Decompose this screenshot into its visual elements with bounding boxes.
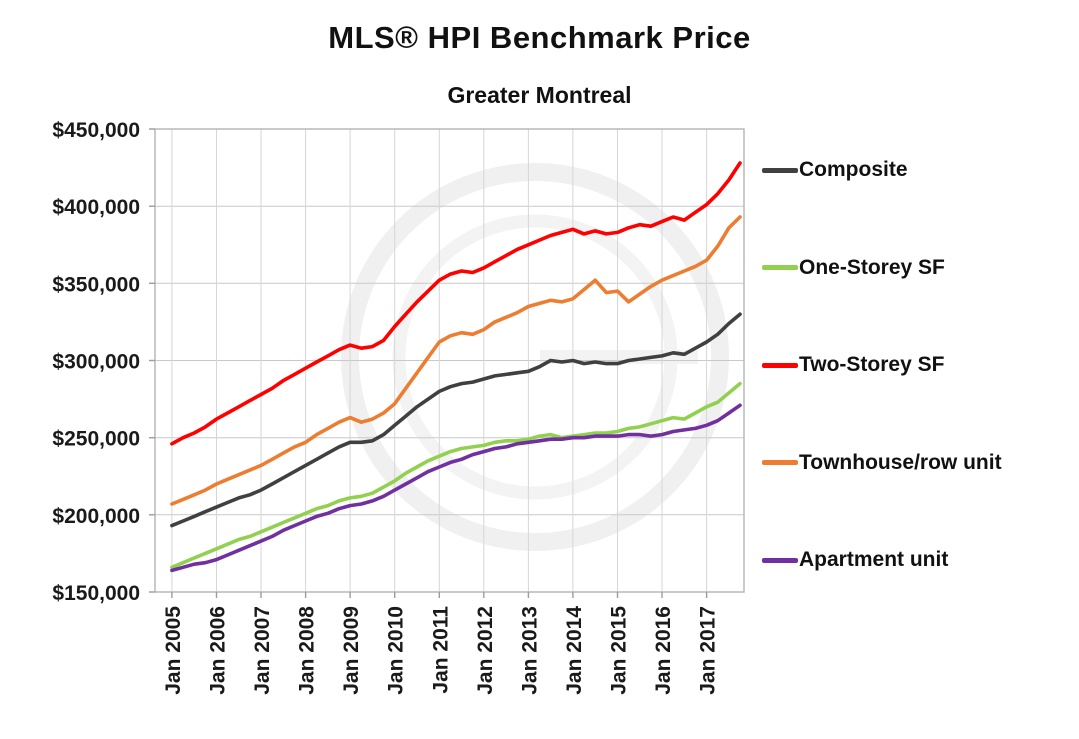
x-tick-label: Jan 2017 [697, 606, 720, 695]
legend-line-marker-two-storey-sf [762, 362, 798, 368]
legend-line-marker-composite [762, 167, 798, 173]
legend-line-marker-townhouse-row-unit [762, 460, 798, 465]
y-tick-label: $300,000 [52, 351, 140, 374]
legend-label-townhouse-row-unit: Townhouse/row unit [799, 450, 1002, 474]
legend-item-composite: Composite [762, 158, 1002, 182]
x-tick-label: Jan 2014 [563, 606, 586, 695]
y-tick-label: $250,000 [52, 428, 140, 451]
y-tick-label: $150,000 [52, 582, 140, 605]
legend-label-two-storey-sf: Two-Storey SF [799, 353, 945, 376]
series-line-one-storey-sf [170, 381, 742, 570]
legend: Composite One-Storey SF Two-Storey SF Townh… [762, 158, 1002, 572]
x-tick-label: Jan 2007 [251, 606, 274, 695]
legend-label-apartment-unit: Apartment unit [799, 548, 949, 571]
legend-label-one-storey-sf: One-Storey SF [799, 255, 945, 279]
legend-item-apartment-unit: Apartment unit [762, 548, 1002, 572]
series-line-composite [170, 312, 742, 528]
legend-item-townhouse-row-unit: Townhouse/row unit [762, 451, 1002, 475]
x-tick-label: Jan 2008 [296, 606, 319, 695]
x-tick-label: Jan 2009 [340, 606, 363, 695]
x-tick-label: Jan 2012 [474, 606, 497, 695]
series-line-townhouse-row-unit [170, 215, 742, 506]
x-tick-label: Jan 2013 [518, 606, 541, 695]
x-tick-label: Jan 2006 [207, 606, 230, 695]
chart-subtitle: Greater Montreal [447, 82, 632, 108]
legend-label-composite: Composite [799, 158, 908, 181]
y-tick-label: $350,000 [52, 273, 140, 296]
legend-line-marker-one-storey-sf [762, 265, 798, 270]
x-tick-label: Jan 2015 [608, 606, 631, 695]
x-tick-label: Jan 2005 [162, 606, 185, 695]
y-tick-label: $400,000 [52, 196, 140, 219]
series-line-apartment-unit [170, 403, 742, 573]
x-tick-label: Jan 2010 [385, 606, 408, 695]
y-tick-label: $450,000 [52, 119, 140, 142]
x-tick-label: Jan 2016 [652, 606, 675, 695]
series-line-two-storey-sf [170, 161, 742, 446]
chart-title: MLS® HPI Benchmark Price [328, 20, 751, 55]
x-tick-label: Jan 2011 [429, 606, 452, 694]
legend-item-two-storey-sf: Two-Storey SF [762, 353, 1002, 377]
y-tick-label: $200,000 [52, 505, 140, 528]
legend-line-marker-apartment-unit [762, 557, 798, 563]
legend-item-one-storey-sf: One-Storey SF [762, 256, 1002, 280]
